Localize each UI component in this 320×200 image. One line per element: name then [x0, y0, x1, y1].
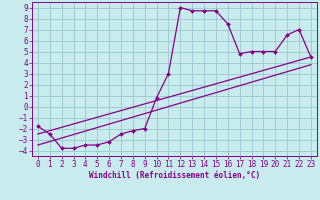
X-axis label: Windchill (Refroidissement éolien,°C): Windchill (Refroidissement éolien,°C) — [89, 171, 260, 180]
